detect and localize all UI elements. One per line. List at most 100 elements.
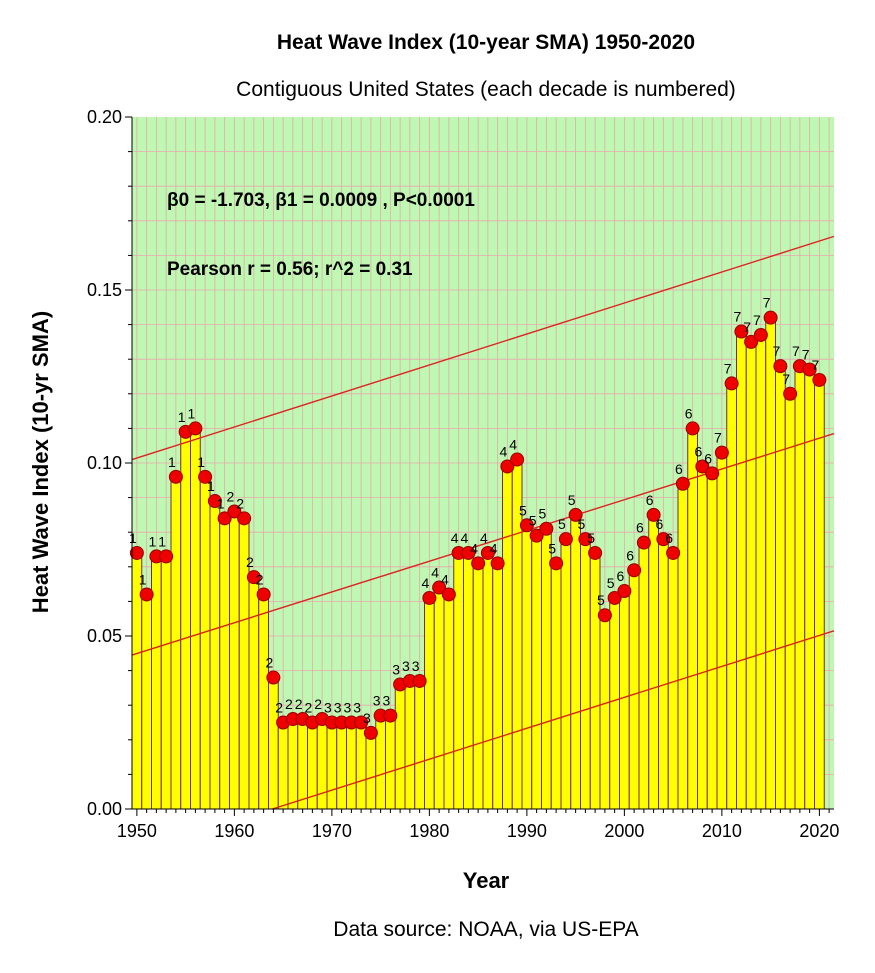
decade-label-1982: 4 [441,571,449,587]
bar-1991 [531,535,542,810]
bar-2020 [814,379,825,810]
marker-1993 [549,556,564,571]
y-tick-label: 0.00 [87,799,122,819]
decade-label-2018: 7 [792,343,800,359]
marker-1964 [266,670,281,685]
x-tick-label-2010: 2010 [702,821,742,841]
decade-label-2014: 7 [753,312,761,328]
bar-1979 [414,680,425,810]
decade-label-1950: 1 [129,530,137,546]
bar-1985 [472,562,484,810]
bar-2010 [716,452,728,810]
decade-label-1955: 1 [178,409,186,425]
decade-label-1952: 1 [148,533,156,549]
decade-label-2002: 6 [636,520,644,536]
marker-2008 [695,459,710,474]
marker-2000 [617,584,632,599]
regression-line-upper [131,235,835,461]
pearson-annotation: Pearson r = 0.56; r^2 = 0.31 [167,259,413,280]
bar-2012 [736,331,747,810]
marker-1973 [354,715,369,730]
bar-1971 [336,722,347,810]
decade-label-1983: 4 [451,530,459,546]
decade-label-2015: 7 [763,295,771,311]
bar-2006 [677,483,689,810]
marker-1960 [227,504,242,519]
bar-1959 [219,517,230,810]
bar-1969 [316,718,328,810]
decade-label-1989: 4 [509,437,517,453]
bar-2004 [658,538,669,810]
data-markers [129,310,827,740]
bar-1953 [160,555,172,810]
regression-line-lower [272,630,835,810]
bar-1960 [229,510,240,810]
decade-label-2003: 6 [646,492,654,508]
decade-label-1977: 3 [392,661,400,677]
bar-1967 [297,718,308,810]
bar-1958 [209,500,221,810]
decade-label-1973: 3 [353,700,361,716]
decade-label-1961: 2 [236,495,244,511]
decade-label-1968: 2 [304,700,312,716]
bar-1974 [365,732,377,810]
bar-2009 [706,472,718,810]
marker-1990 [519,518,534,533]
marker-1950 [129,545,144,560]
marker-2001 [627,563,642,578]
marker-1958 [207,494,222,509]
decade-label-1981: 4 [431,565,439,581]
decade-label-1984: 4 [460,530,468,546]
marker-1992 [539,521,554,536]
x-tick-label-2000: 2000 [604,821,644,841]
marker-2004 [656,532,671,547]
decade-label-1963: 2 [256,571,264,587]
bar-1965 [277,722,289,810]
axes: 1950 1960 1970 1980 1990 2000 2010 2020 0.00 0.05… [87,107,839,841]
marker-2019 [802,362,817,377]
marker-1979 [412,673,427,688]
marker-1994 [558,532,573,547]
y-axis-label: Heat Wave Index (10-yr SMA) [28,311,53,613]
marker-2003 [646,507,661,522]
marker-2006 [675,476,690,491]
decade-label-1998: 5 [597,592,605,608]
y-tick-label: 0.05 [87,626,122,646]
bar-1962 [248,576,260,810]
marker-2005 [666,545,681,560]
decade-label-2017: 7 [782,371,790,387]
bar-2008 [697,465,708,810]
bar-2013 [745,341,757,810]
bar-1996 [580,538,591,810]
bar-2001 [628,569,640,810]
marker-1988 [500,459,515,474]
marker-1962 [246,570,261,585]
decade-label-1951: 1 [139,571,147,587]
bar-1987 [492,562,503,810]
bar-1966 [287,718,299,810]
decade-label-1991: 5 [529,513,537,529]
x-axis-label: Year [463,868,510,893]
marker-1981 [432,580,447,595]
decade-label-1956: 1 [187,405,195,421]
bar-1972 [346,722,357,810]
decade-label-2007: 6 [685,405,693,421]
bar-series [131,317,825,810]
decade-label-1976: 3 [382,693,390,709]
marker-1951 [139,587,154,602]
decade-label-2009: 6 [704,450,712,466]
marker-1961 [237,511,252,526]
bar-1956 [190,427,201,810]
marker-2010 [714,445,729,460]
decade-label-2001: 6 [626,547,634,563]
decade-label-1954: 1 [168,454,176,470]
bar-1970 [326,722,338,810]
decade-label-1987: 4 [490,540,498,556]
bar-1975 [375,715,386,810]
decade-label-1974: 3 [363,710,371,726]
decade-label-2006: 6 [675,461,683,477]
bar-1984 [463,552,474,810]
decade-label-1965: 2 [275,700,283,716]
x-tick-label-1970: 1970 [312,821,352,841]
